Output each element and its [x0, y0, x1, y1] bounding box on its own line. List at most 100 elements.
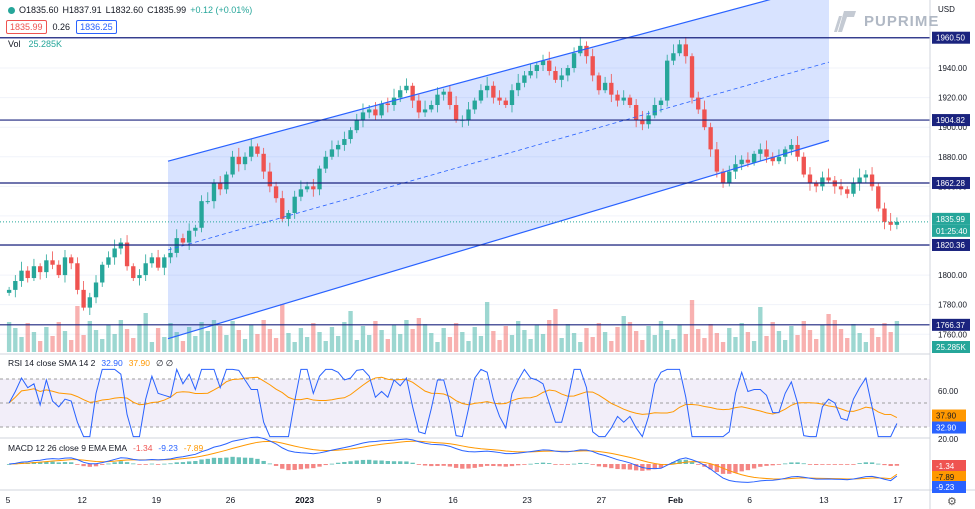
- macd-histogram-bar: [218, 457, 223, 464]
- volume-bar: [62, 331, 68, 352]
- macd-histogram-bar: [342, 461, 347, 464]
- time-tick-label: 12: [77, 495, 87, 505]
- macd-histogram-bar: [429, 464, 434, 467]
- macd-histogram-bar: [652, 464, 657, 470]
- macd-histogram-bar: [410, 462, 415, 464]
- volume-bar: [441, 328, 446, 352]
- volume-bar: [81, 335, 86, 352]
- low-value: L1832.60: [105, 5, 144, 15]
- macd-histogram-bar: [590, 464, 595, 465]
- candle-body: [652, 105, 657, 116]
- candle-body: [820, 177, 825, 187]
- channel-fill: [168, 0, 829, 339]
- candle-body: [702, 109, 707, 128]
- macd-histogram-bar: [745, 464, 751, 471]
- macd-histogram-bar: [838, 464, 844, 465]
- volume-bar: [621, 316, 626, 352]
- volume-bar: [714, 333, 720, 352]
- volume-bar: [491, 331, 496, 352]
- rsi-legend[interactable]: RSI 14 close SMA 14 2 32.90 37.90 ∅ ∅: [8, 358, 173, 369]
- macd-histogram-bar: [162, 463, 167, 465]
- price-tick-label: 1940.00: [938, 64, 967, 73]
- macd-signal-tag-text: -7.89: [936, 473, 955, 482]
- sell-button[interactable]: 1835.99: [6, 20, 47, 34]
- macd-signal-tag: [932, 471, 966, 483]
- candle-body: [280, 198, 285, 219]
- macd-histogram-bar: [149, 463, 155, 465]
- macd-legend[interactable]: MACD 12 26 close 9 EMA EMA -1.34 -9.23 -7.8…: [8, 443, 203, 453]
- rsi-value-tag: [932, 421, 966, 434]
- volume-bar: [609, 341, 614, 352]
- volume-bar: [478, 336, 484, 352]
- candle-body: [528, 70, 533, 76]
- candle-body: [367, 109, 372, 113]
- volume-bar: [180, 341, 186, 352]
- volume-bar: [720, 342, 726, 352]
- currency-label[interactable]: USD: [938, 5, 955, 14]
- level-price-tag-text: 1766.37: [936, 321, 965, 330]
- volume-bar: [727, 328, 732, 352]
- macd-histogram-bar: [782, 463, 788, 465]
- volume-bar: [25, 323, 30, 352]
- volume-bar: [782, 340, 788, 352]
- candle-body: [149, 257, 155, 264]
- candle-body: [50, 260, 55, 265]
- candle-body: [422, 109, 428, 113]
- candle-body: [689, 56, 695, 98]
- macd-histogram-bar: [845, 464, 850, 465]
- candle-body: [882, 208, 887, 222]
- channel-upper-line: [167, 0, 771, 162]
- close-value: C1835.99: [147, 5, 187, 15]
- volume-bar: [367, 335, 372, 352]
- volume-bar: [211, 320, 217, 352]
- macd-histogram-bar: [261, 460, 266, 464]
- volume-bar: [100, 339, 105, 352]
- volume-bar: [373, 321, 378, 352]
- candle-body: [323, 156, 328, 169]
- rsi-tick-label: 60.00: [938, 387, 959, 396]
- macd-hist-legend-value: -1.34: [133, 443, 153, 453]
- candle-body: [354, 119, 359, 131]
- volume-bar: [466, 341, 471, 352]
- macd-histogram-bar: [627, 464, 633, 470]
- volume-bar: [578, 342, 583, 352]
- macd-histogram-bar: [857, 463, 862, 464]
- volume-bar: [93, 330, 99, 352]
- time-tick-label: 9: [376, 495, 381, 505]
- macd-histogram-bar: [739, 464, 744, 472]
- volume-bar: [186, 327, 192, 352]
- candle-body: [218, 183, 223, 190]
- volume-tag: [932, 341, 970, 353]
- macd-histogram-bar: [882, 464, 887, 466]
- high-value: H1837.91: [62, 5, 102, 15]
- candle-body: [435, 94, 440, 106]
- macd-histogram-bar: [211, 457, 217, 464]
- candle-body: [466, 109, 471, 120]
- candle-body: [261, 153, 266, 172]
- candle-body: [329, 149, 335, 157]
- macd-histogram-bar: [677, 460, 682, 464]
- volume-bar: [149, 342, 155, 352]
- macd-histogram-bar: [832, 464, 837, 465]
- volume-bar: [304, 337, 310, 352]
- macd-histogram-bar: [205, 458, 210, 464]
- candle-body: [311, 186, 316, 190]
- volume-bar: [118, 320, 124, 352]
- candle-body: [230, 156, 235, 175]
- candle-body: [578, 45, 583, 54]
- macd-histogram-bar: [559, 464, 564, 465]
- buy-button[interactable]: 1836.25: [76, 20, 117, 34]
- volume-bar: [795, 335, 800, 352]
- macd-legend-value: -9.23: [158, 443, 178, 453]
- candle-body: [509, 90, 515, 106]
- settings-gear-icon[interactable]: ⚙: [947, 496, 957, 508]
- volume-bar: [733, 337, 738, 352]
- candle-body: [304, 186, 310, 190]
- volume-bar: [522, 330, 527, 352]
- volume-bar: [410, 329, 415, 352]
- time-tick-label: 17: [893, 495, 903, 505]
- candle-body: [553, 70, 558, 80]
- volume-bar: [739, 323, 744, 352]
- macd-histogram-bar: [62, 462, 68, 464]
